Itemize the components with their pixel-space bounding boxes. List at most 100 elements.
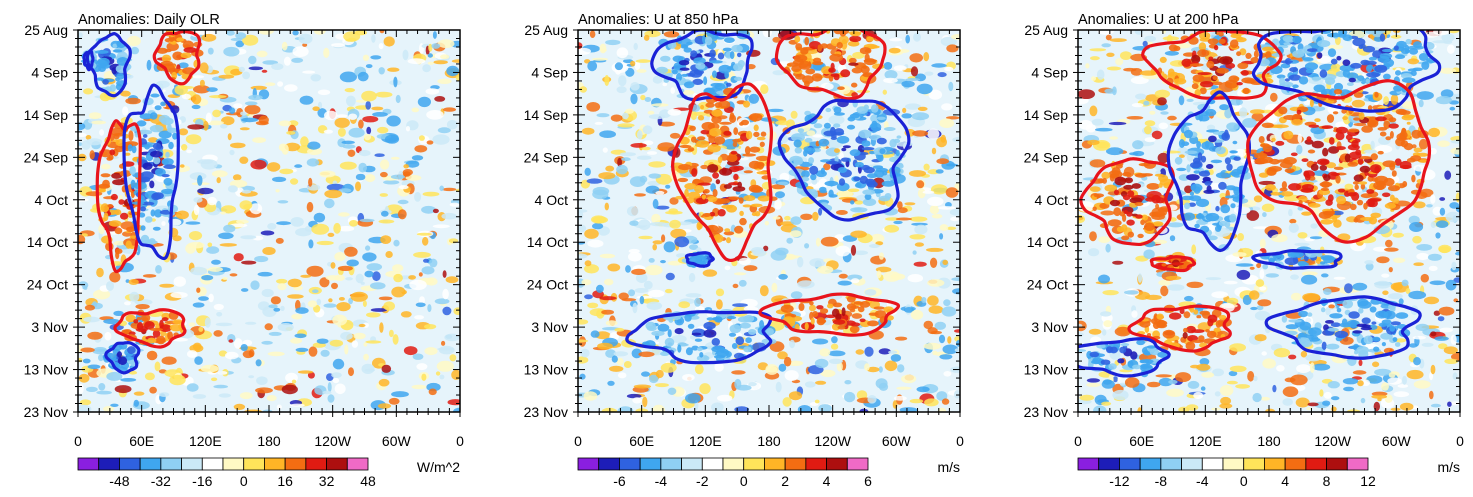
colorbar-label: 6 — [864, 473, 872, 489]
colorbar-label: -6 — [613, 473, 626, 489]
panel-title: Anomalies: U at 200 hPa — [1078, 12, 1239, 28]
y-tick-label: 13 Nov — [24, 362, 68, 378]
colorbar-units: W/m^2 — [417, 459, 460, 475]
x-tick-label: 60E — [129, 433, 154, 449]
y-tick-label: 14 Oct — [527, 234, 568, 250]
colorbar-swatch — [139, 457, 162, 471]
colorbar-swatch — [701, 457, 724, 471]
negative-contour — [650, 30, 754, 102]
y-tick-label: 24 Sep — [524, 149, 569, 165]
colorbar-label: -2 — [696, 473, 709, 489]
colorbar-label: 0 — [740, 473, 748, 489]
x-tick-label: 0 — [74, 433, 82, 449]
colorbar: -6 -4 -2 0 2 4 6 m/s — [577, 457, 960, 489]
y-tick-label: 3 Nov — [31, 319, 68, 335]
colorbar-label: 16 — [277, 473, 293, 489]
y-tick-label: 4 Oct — [535, 192, 569, 208]
y-tick-label: 14 Oct — [27, 234, 68, 250]
colorbar-swatch — [1284, 457, 1307, 471]
x-tick-label: 0 — [574, 433, 582, 449]
colorbar-swatch — [243, 457, 265, 471]
y-tick-label: 14 Sep — [1024, 107, 1069, 123]
y-tick-label: 4 Oct — [1035, 192, 1069, 208]
colorbar-swatch — [1201, 457, 1224, 471]
colorbar-label: 32 — [319, 473, 335, 489]
colorbar-label: 0 — [1240, 473, 1248, 489]
colorbar-swatch — [1077, 457, 1100, 471]
colorbar-swatch — [1222, 457, 1245, 471]
colorbar-swatch — [346, 457, 369, 471]
colorbar-label: 2 — [781, 473, 789, 489]
x-tick-label: 60E — [629, 433, 654, 449]
anomaly-field — [78, 30, 460, 412]
colorbar-swatch — [805, 457, 827, 471]
negative-contour — [1264, 295, 1422, 360]
y-tick-label: 4 Oct — [35, 192, 69, 208]
colorbar-swatch — [764, 457, 786, 471]
colorbar-swatch — [826, 457, 848, 471]
colorbar-swatch — [681, 457, 703, 471]
panel-1: Anomalies: Daily OLR 25 Aug 4 Sep 14 Sep 24 … — [24, 12, 464, 489]
x-tick-label: 60W — [382, 433, 412, 449]
colorbar-swatch — [1098, 457, 1120, 471]
y-tick-label: 23 Nov — [1024, 404, 1068, 420]
x-tick-label: 120W — [1314, 433, 1351, 449]
y-tick-label: 23 Nov — [524, 404, 568, 420]
y-tick-label: 25 Aug — [24, 22, 68, 38]
x-tick-label: 0 — [1456, 433, 1464, 449]
colorbar-label: 4 — [823, 473, 831, 489]
colorbar-swatch — [1264, 457, 1286, 471]
colorbar-label: -4 — [1196, 473, 1209, 489]
colorbar-swatch — [1243, 457, 1265, 471]
colorbar-swatch — [598, 457, 620, 471]
colorbar-swatch — [577, 457, 600, 471]
colorbar-swatch — [119, 457, 141, 471]
panel-3: Anomalies: U at 200 hPa 25 Aug 4 Sep 14 Sep… — [1024, 12, 1464, 489]
negative-contour — [1078, 337, 1171, 378]
colorbar-swatch — [1160, 457, 1182, 471]
colorbar-label: -8 — [1155, 473, 1168, 489]
colorbar-swatch — [222, 457, 245, 471]
colorbar-label: -16 — [192, 473, 212, 489]
y-tick-label: 24 Sep — [1024, 149, 1069, 165]
y-tick-label: 3 Nov — [531, 319, 568, 335]
colorbar-label: 0 — [240, 473, 248, 489]
y-tick-label: 4 Sep — [531, 64, 568, 80]
x-tick-label: 180 — [1257, 433, 1281, 449]
positive-contour — [774, 30, 887, 101]
y-tick-label: 13 Nov — [1024, 362, 1068, 378]
colorbar-swatch — [743, 457, 765, 471]
colorbar-swatch — [264, 457, 286, 471]
negative-contour — [625, 310, 773, 365]
colorbar-label: -48 — [109, 473, 129, 489]
positive-contour — [152, 30, 202, 86]
y-tick-label: 24 Oct — [1027, 277, 1068, 293]
panel-2: Anomalies: U at 850 hPa 25 Aug 4 Sep 14 Sep… — [524, 12, 964, 489]
x-tick-label: 60E — [1129, 433, 1154, 449]
colorbar-swatch — [1119, 457, 1141, 471]
y-tick-label: 25 Aug — [1024, 22, 1068, 38]
y-tick-label: 4 Sep — [1031, 64, 1068, 80]
negative-contour — [82, 49, 95, 72]
y-tick-label: 23 Nov — [24, 404, 68, 420]
colorbar-label: -4 — [655, 473, 668, 489]
colorbar-swatch — [1305, 457, 1327, 471]
colorbar-swatch — [619, 457, 641, 471]
colorbar-label: 12 — [1360, 473, 1376, 489]
colorbar-swatch — [1346, 457, 1369, 471]
colorbar-label: 8 — [1323, 473, 1331, 489]
colorbar: -12 -8 -4 0 4 8 12 m/s — [1077, 457, 1460, 489]
colorbar-swatch — [77, 457, 100, 471]
panel-title: Anomalies: Daily OLR — [78, 12, 220, 28]
colorbar-label: 48 — [360, 473, 376, 489]
y-tick-label: 24 Oct — [27, 277, 68, 293]
negative-contour — [1166, 90, 1251, 253]
colorbar: -48 -32 -16 0 16 32 48 W/m^2 — [77, 457, 460, 489]
y-tick-label: 25 Aug — [524, 22, 568, 38]
colorbar-swatch — [784, 457, 807, 471]
negative-contour — [104, 341, 141, 375]
y-tick-label: 3 Nov — [1031, 319, 1068, 335]
colorbar-swatch — [98, 457, 120, 471]
x-tick-label: 120W — [814, 433, 851, 449]
